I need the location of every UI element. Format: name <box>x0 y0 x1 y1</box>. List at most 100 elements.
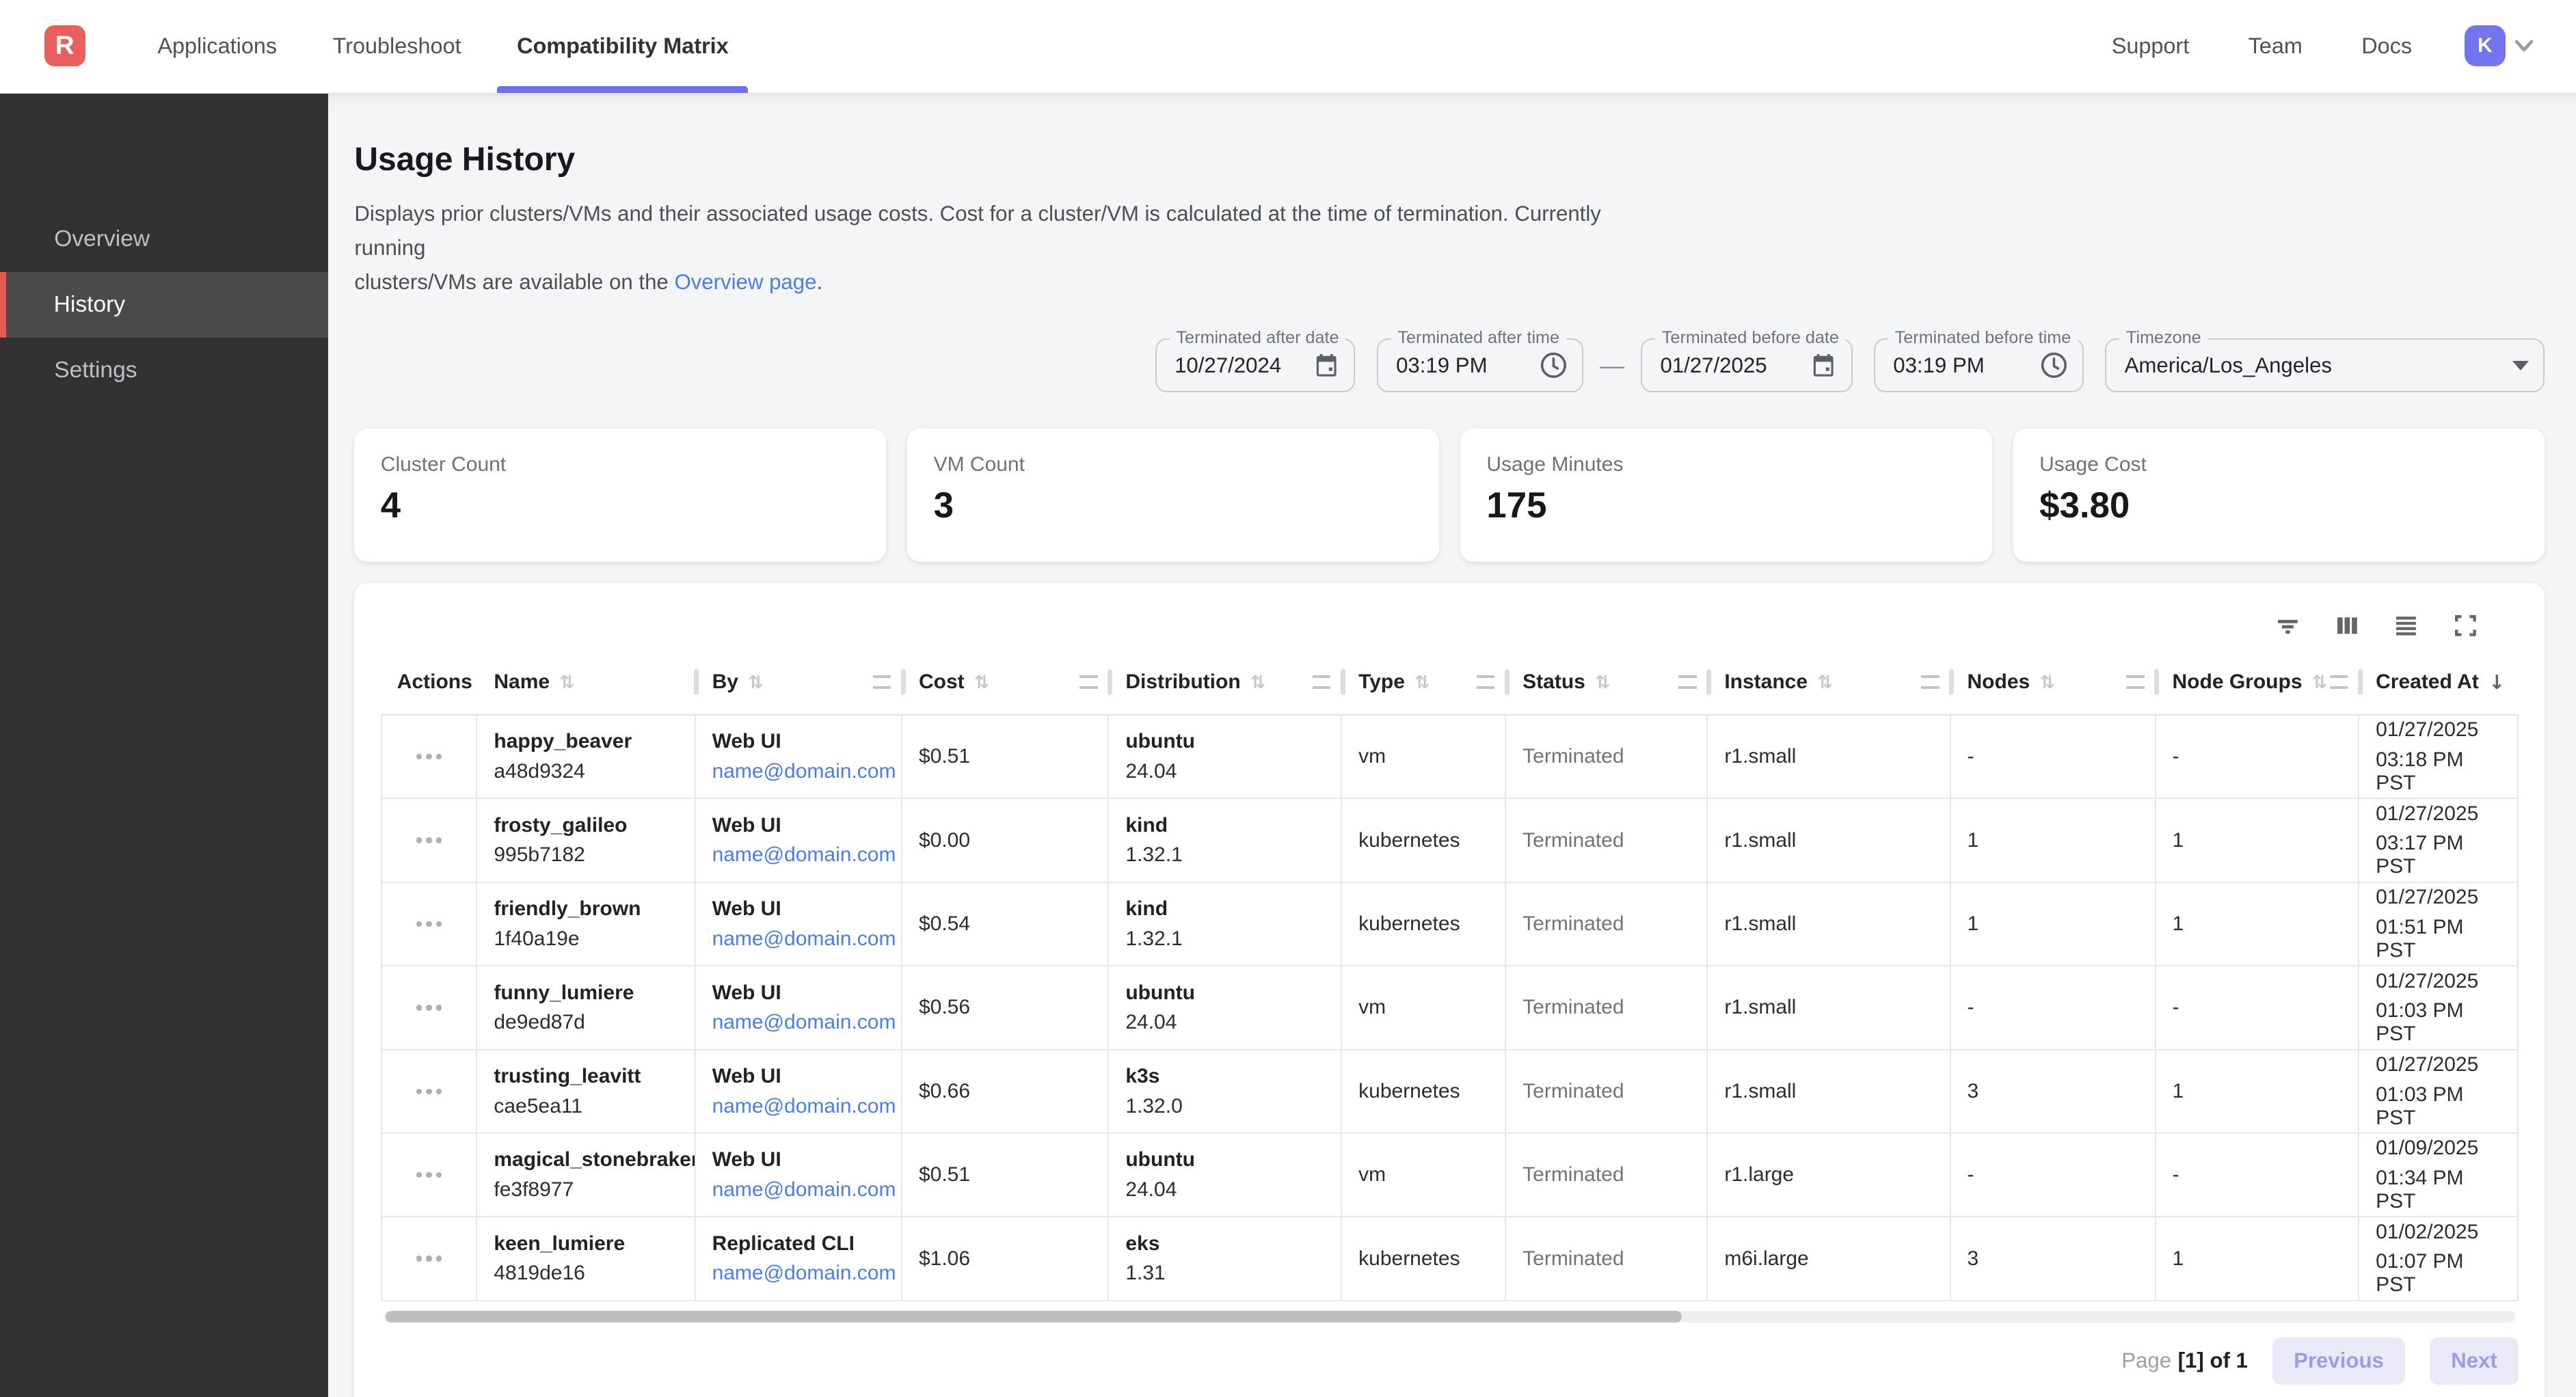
created-by-email-link[interactable]: name@domain.com <box>712 843 896 867</box>
column-separator[interactable] <box>694 668 699 696</box>
node-groups-cell: 1 <box>2156 799 2360 882</box>
sort-arrows-icon: ⇅ <box>1595 671 1611 693</box>
column-separator[interactable] <box>1107 668 1113 696</box>
column-header-instance[interactable]: Instance ⇅ <box>1708 650 1955 714</box>
cluster-id: a48d9324 <box>494 760 585 783</box>
row-actions-menu-icon[interactable] <box>416 921 442 927</box>
column-menu-icon[interactable] <box>1921 675 1940 689</box>
row-actions-menu-icon[interactable] <box>416 1005 442 1011</box>
column-label: Created At <box>2376 670 2479 694</box>
terminated-before-time-field[interactable]: Terminated before time 03:19 PM <box>1873 328 2084 393</box>
column-header-cost[interactable]: Cost ⇅ <box>902 650 1113 714</box>
status-cell: Terminated <box>1506 1050 1708 1133</box>
terminated-after-date-field[interactable]: Terminated after date 10/27/2024 <box>1155 328 1356 393</box>
nav-link-docs[interactable]: Docs <box>2361 33 2413 58</box>
created-by-email-link[interactable]: name@domain.com <box>712 1094 896 1117</box>
filter-icon[interactable] <box>2274 612 2302 640</box>
column-header-name[interactable]: Name ⇅ <box>477 650 699 714</box>
nav-tab-troubleshoot[interactable]: Troubleshoot <box>332 33 461 58</box>
cluster-name: keen_lumiere <box>494 1232 626 1255</box>
column-menu-icon[interactable] <box>1678 675 1697 689</box>
created-by-email-link[interactable]: name@domain.com <box>712 1178 896 1202</box>
replicated-logo[interactable]: R <box>44 25 85 67</box>
distribution-version: 24.04 <box>1125 760 1177 783</box>
column-menu-icon[interactable] <box>1312 675 1331 689</box>
column-header-nodegroups[interactable]: Node Groups ⇅ <box>2156 650 2363 714</box>
next-button[interactable]: Next <box>2430 1337 2519 1385</box>
column-header-status[interactable]: Status ⇅ <box>1506 650 1712 714</box>
row-actions-menu-icon[interactable] <box>416 837 442 843</box>
calendar-icon[interactable] <box>1810 353 1836 379</box>
distribution-cell: ubuntu 24.04 <box>1109 966 1343 1049</box>
row-actions-menu-icon[interactable] <box>416 1172 442 1178</box>
created-by-email-link[interactable]: name@domain.com <box>712 1011 896 1034</box>
column-header-distribution[interactable]: Distribution ⇅ <box>1109 650 1345 714</box>
instance-cell: r1.small <box>1708 1050 1951 1133</box>
created-by-email-link[interactable]: name@domain.com <box>712 760 896 783</box>
row-actions-menu-icon[interactable] <box>416 1088 442 1095</box>
column-menu-icon[interactable] <box>1476 675 1495 689</box>
created-time: 01:07 PM PST <box>2376 1250 2464 1297</box>
clock-icon[interactable] <box>1540 351 1568 379</box>
row-actions-menu-icon[interactable] <box>416 754 442 760</box>
terminated-after-time-field[interactable]: Terminated after time 03:19 PM <box>1376 328 1584 393</box>
column-separator[interactable] <box>1706 668 1712 696</box>
column-menu-icon[interactable] <box>2329 675 2348 689</box>
horizontal-scrollbar <box>384 1311 2516 1323</box>
type-cell: vm <box>1342 1134 1507 1217</box>
column-header-type[interactable]: Type ⇅ <box>1342 650 1510 714</box>
node-groups-cell: 1 <box>2156 882 2360 966</box>
column-separator[interactable] <box>1504 668 1510 696</box>
status-cell: Terminated <box>1506 966 1708 1049</box>
clock-icon[interactable] <box>2040 351 2068 379</box>
row-actions-menu-icon[interactable] <box>416 1256 442 1262</box>
field-label: Terminated after date <box>1169 328 1346 349</box>
overview-page-link[interactable]: Overview page <box>674 269 817 294</box>
nav-link-team[interactable]: Team <box>2248 33 2303 58</box>
sidebar: Overview History Settings <box>0 93 328 1397</box>
column-menu-icon[interactable] <box>2126 675 2145 689</box>
table-footer: Page [1] of 1 Previous Next <box>381 1337 2519 1385</box>
distribution-version: 24.04 <box>1125 1178 1177 1202</box>
table-row: keen_lumiere 4819de16 Replicated CLI name@d… <box>380 1217 2519 1301</box>
column-header-nodes[interactable]: Nodes ⇅ <box>1951 650 2160 714</box>
previous-button[interactable]: Previous <box>2272 1337 2406 1385</box>
sidebar-item-overview[interactable]: Overview <box>54 226 150 252</box>
column-header-by[interactable]: By ⇅ <box>696 650 906 714</box>
column-separator[interactable] <box>2154 668 2160 696</box>
timezone-select[interactable]: Timezone America/Los_Angeles <box>2105 328 2545 393</box>
fullscreen-icon[interactable] <box>2452 612 2480 640</box>
dropdown-caret-icon[interactable] <box>2512 360 2529 370</box>
column-separator[interactable] <box>2357 668 2363 696</box>
nav-link-support[interactable]: Support <box>2111 33 2190 58</box>
created-by-source: Web UI <box>712 1148 781 1171</box>
horizontal-scrollbar-thumb[interactable] <box>385 1311 1682 1323</box>
column-separator[interactable] <box>1340 668 1345 696</box>
calendar-icon[interactable] <box>1313 353 1339 379</box>
chevron-down-icon[interactable] <box>2512 33 2536 58</box>
column-menu-icon[interactable] <box>872 675 891 689</box>
nav-tab-compatibility-matrix[interactable]: Compatibility Matrix <box>497 0 749 93</box>
table-toolbar <box>381 606 2519 645</box>
column-header-created[interactable]: Created At ↓ <box>2359 650 2519 714</box>
created-time: 01:51 PM PST <box>2376 915 2464 962</box>
instance-cell: m6i.large <box>1708 1217 1951 1300</box>
sidebar-item-settings[interactable]: Settings <box>54 357 137 383</box>
usage-table-card: Actions Name ⇅ By ⇅ Cost ⇅ Distribution ⇅ Type ⇅ St… <box>354 582 2545 1397</box>
column-separator[interactable] <box>900 668 906 696</box>
avatar[interactable]: K <box>2464 25 2506 67</box>
nav-tab-applications[interactable]: Applications <box>157 33 278 58</box>
column-menu-icon[interactable] <box>1079 675 1098 689</box>
density-icon[interactable] <box>2392 612 2420 640</box>
terminated-before-date-field[interactable]: Terminated before date 01/27/2025 <box>1641 328 1853 393</box>
created-date: 01/27/2025 <box>2376 969 2479 992</box>
column-separator[interactable] <box>1949 668 1955 696</box>
cluster-name: trusting_leavitt <box>494 1065 641 1088</box>
columns-icon[interactable] <box>2333 612 2361 640</box>
node-groups-cell: 1 <box>2156 1217 2360 1300</box>
sidebar-item-history[interactable]: History <box>0 272 328 338</box>
instance-cell: r1.large <box>1708 1134 1951 1217</box>
created-by-email-link[interactable]: name@domain.com <box>712 1262 896 1285</box>
row-actions-cell <box>380 882 478 966</box>
created-by-email-link[interactable]: name@domain.com <box>712 927 896 950</box>
